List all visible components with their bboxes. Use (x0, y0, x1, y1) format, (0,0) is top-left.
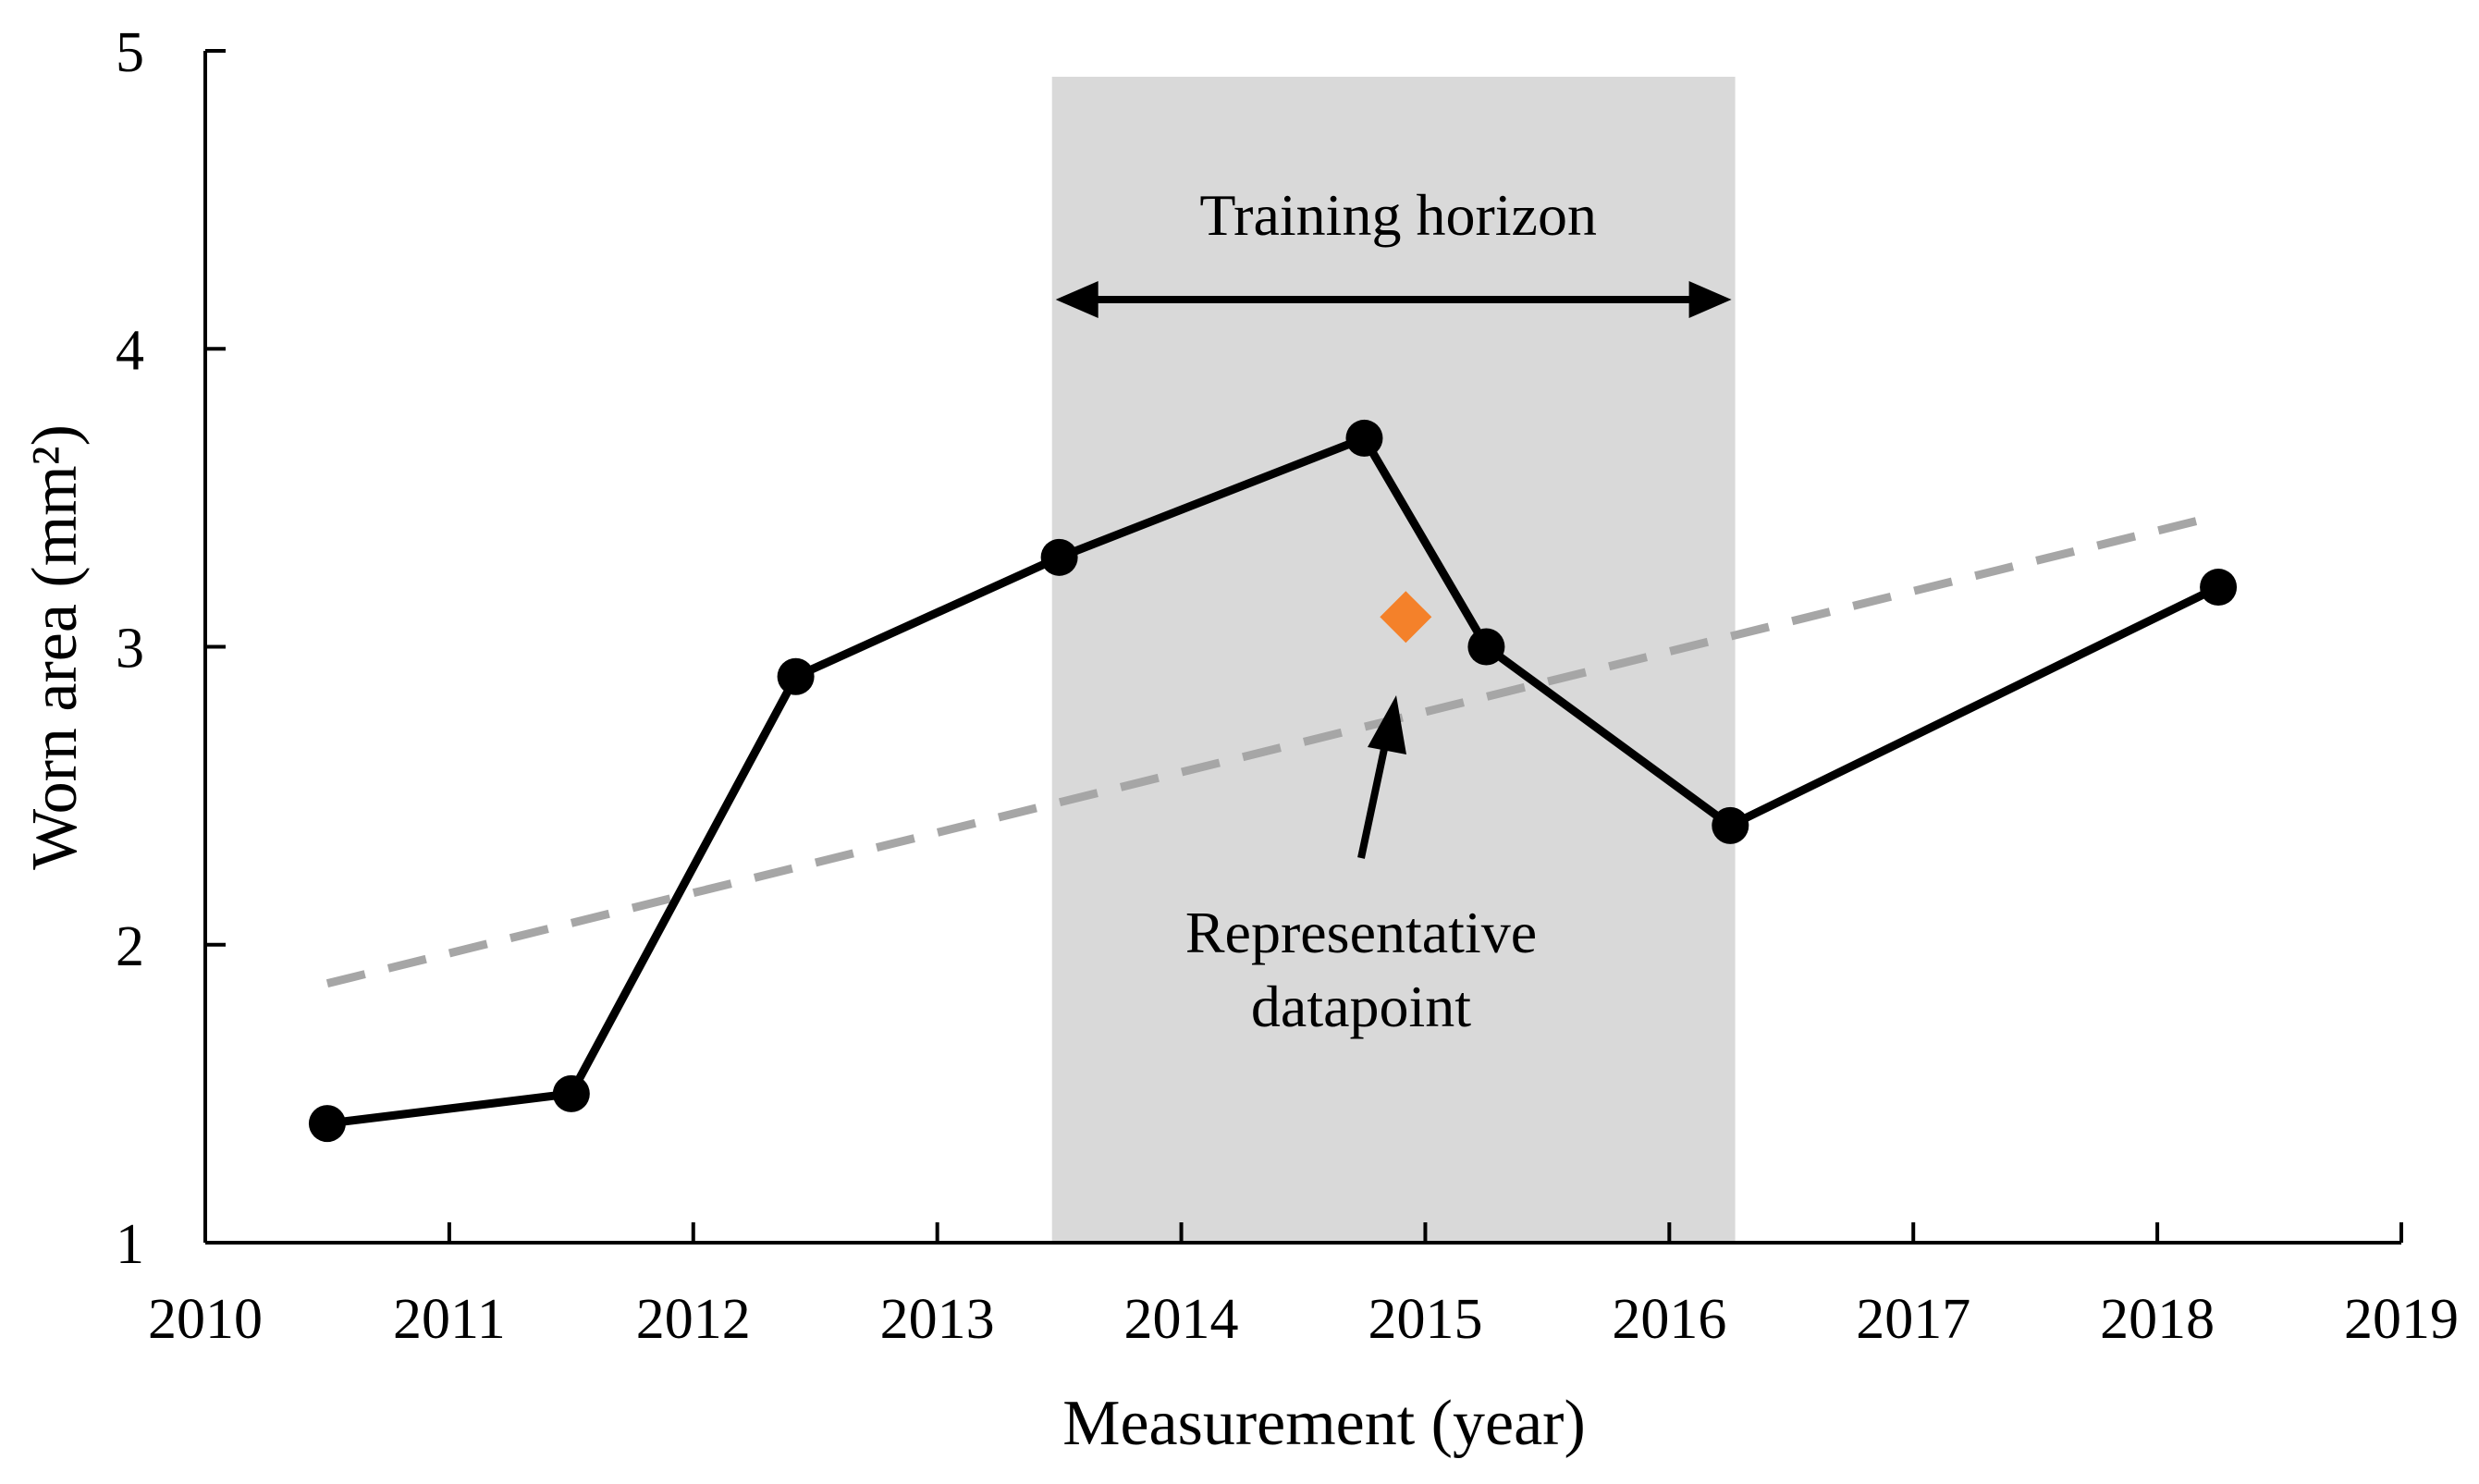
data-point (1040, 538, 1078, 576)
data-point (1467, 628, 1505, 666)
x-tick-label: 2010 (148, 1288, 263, 1351)
series-line (326, 433, 2221, 1128)
y-tick-label: 5 (116, 21, 144, 84)
data-point (308, 1105, 346, 1143)
x-tick-label: 2011 (393, 1288, 506, 1351)
x-tick-label: 2019 (2344, 1288, 2459, 1351)
data-point (2200, 569, 2238, 607)
x-tick-label: 2012 (636, 1288, 751, 1351)
x-tick-label: 2015 (1368, 1288, 1482, 1351)
y-tick-label: 1 (116, 1213, 144, 1276)
training-horizon-label: Training horizon (1199, 182, 1597, 248)
data-point (1712, 806, 1749, 844)
x-tick-label: 2016 (1612, 1288, 1726, 1351)
arrow-right-head (1688, 281, 1732, 318)
representative-label-line1: Representative (1185, 900, 1537, 965)
representative-datapoint-marker (1380, 591, 1432, 644)
data-point (1345, 419, 1383, 457)
y-axis-title: Worn area (mm²) (19, 424, 91, 870)
data-point (777, 657, 815, 695)
representative-label-line2: datapoint (1251, 974, 1471, 1039)
y-tick-label: 3 (116, 618, 144, 681)
arrow-left-head (1055, 281, 1098, 318)
representative-pointer-head (1368, 695, 1406, 754)
x-axis-title: Measurement (year) (1062, 1388, 1586, 1459)
y-tick-label: 2 (116, 915, 144, 978)
representative-pointer-shaft (1357, 748, 1388, 859)
trend-line (325, 511, 2220, 988)
data-point (552, 1074, 590, 1112)
y-tick-label: 4 (116, 319, 144, 382)
x-tick-label: 2017 (1856, 1288, 1970, 1351)
x-tick-label: 2013 (880, 1288, 995, 1351)
x-tick-label: 2014 (1124, 1288, 1239, 1351)
x-tick-label: 2018 (2100, 1288, 2215, 1351)
